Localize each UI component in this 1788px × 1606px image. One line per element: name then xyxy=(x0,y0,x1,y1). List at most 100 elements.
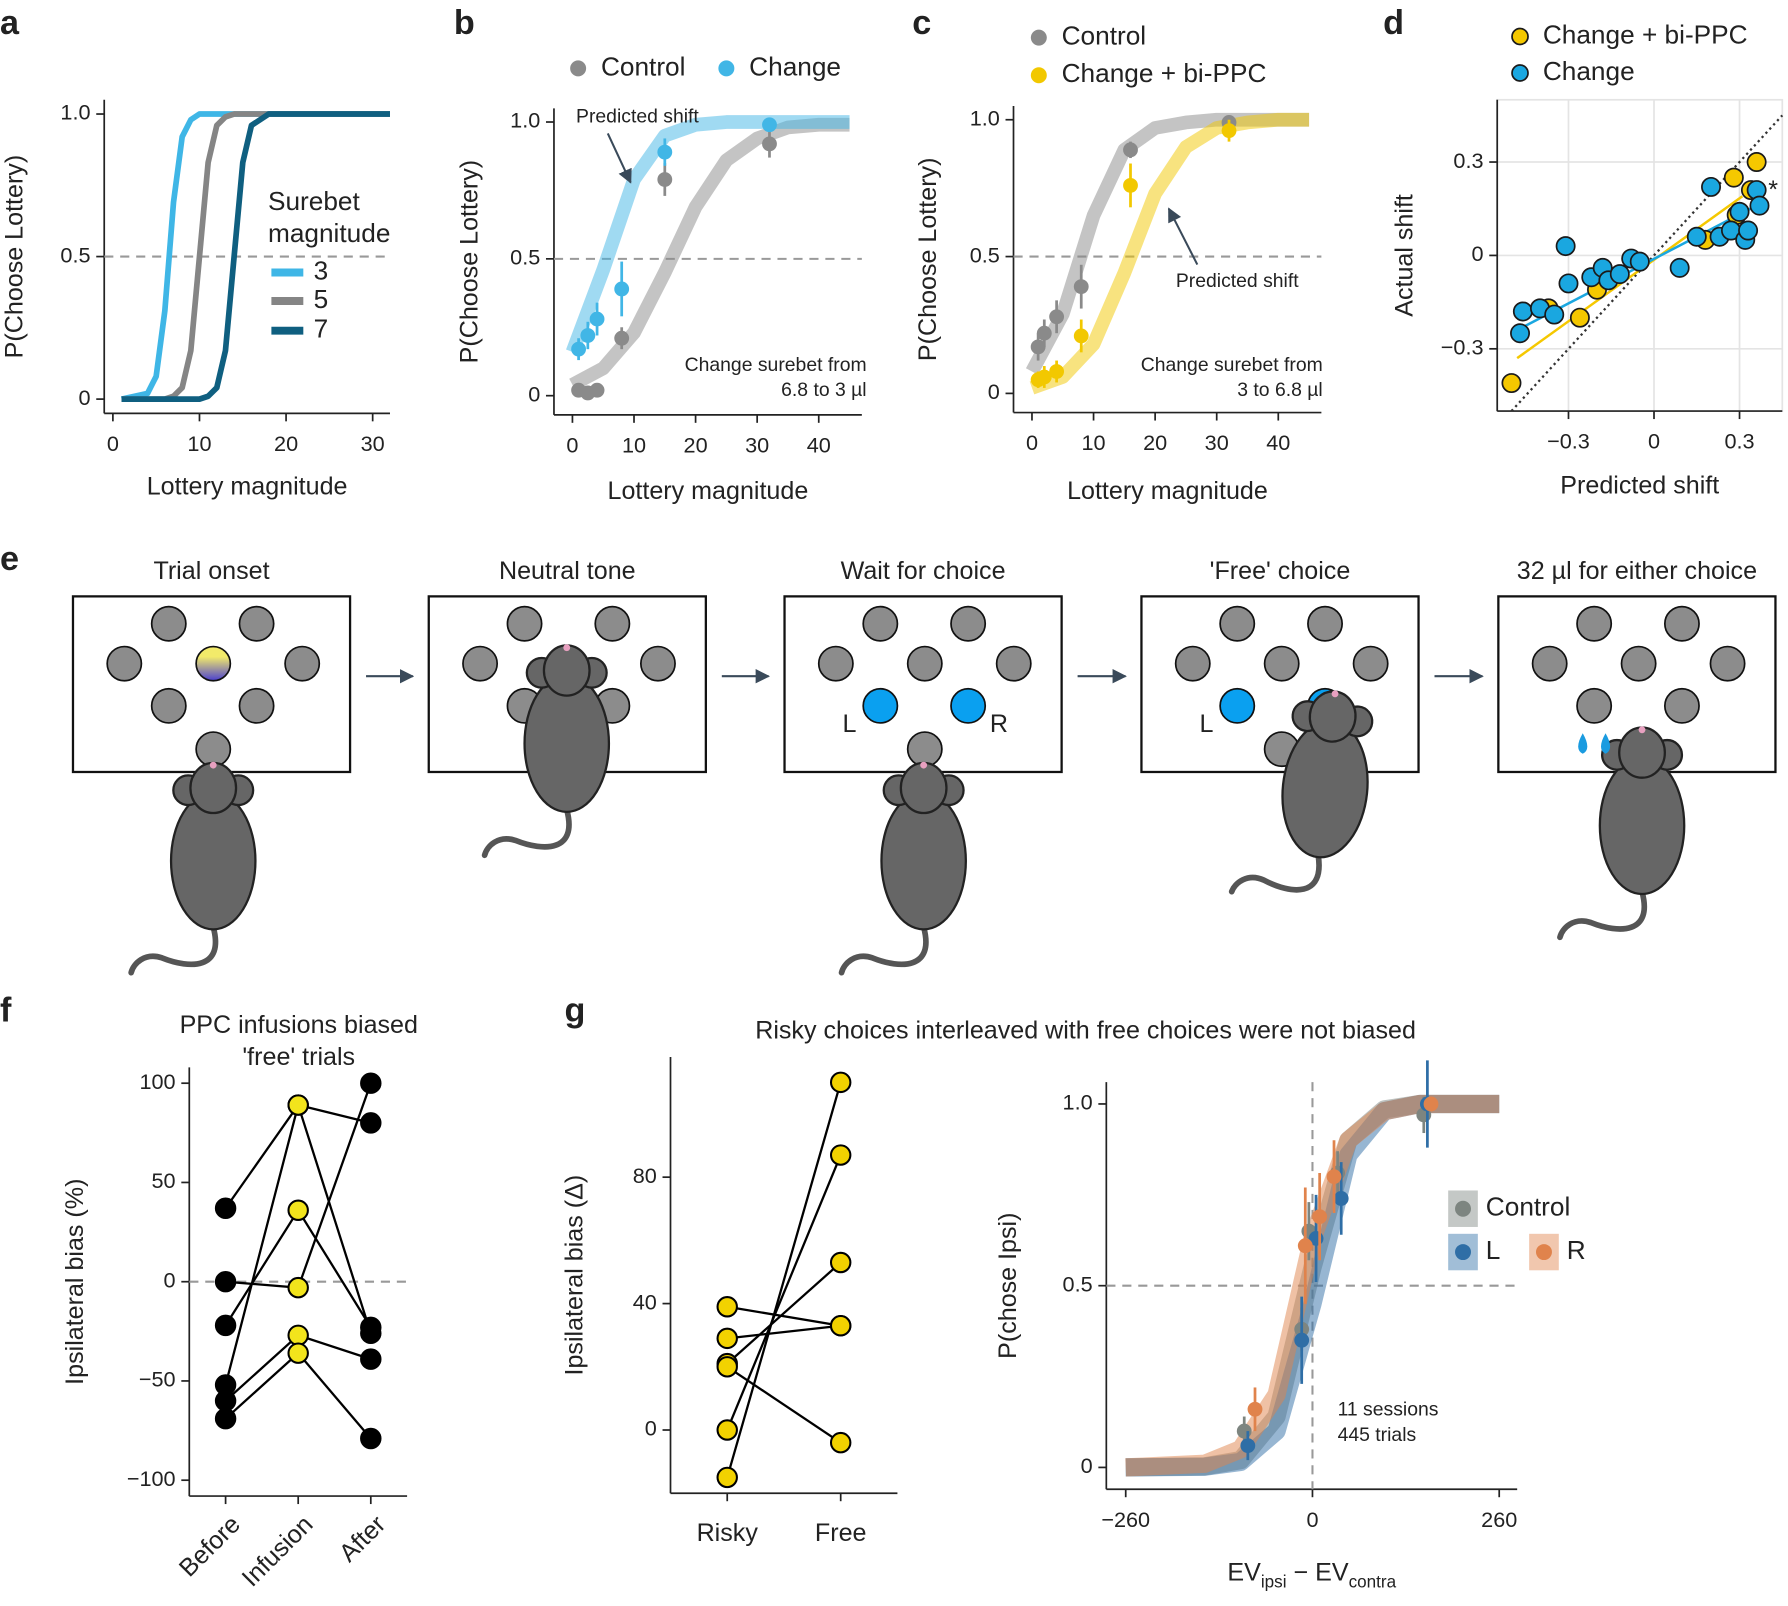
data-point xyxy=(1326,1169,1342,1185)
port xyxy=(195,731,232,768)
data-point xyxy=(580,328,596,343)
data-point xyxy=(716,1466,738,1489)
annotation-arrow xyxy=(606,132,632,184)
data-point xyxy=(1073,279,1089,295)
port xyxy=(1219,605,1256,642)
fit-line xyxy=(1516,195,1744,360)
y-tick-label: −100 xyxy=(127,1466,176,1491)
x-tick-label: 30 xyxy=(1205,430,1229,455)
mouse-nose xyxy=(563,644,571,652)
x-tick-label: 10 xyxy=(1082,430,1106,455)
mouse-tail xyxy=(481,806,572,859)
panel-label: g xyxy=(564,992,585,1030)
mouse-tail xyxy=(838,924,929,976)
data-point xyxy=(1423,1096,1439,1112)
x-axis-label-part: EV xyxy=(1227,1558,1261,1586)
legend-marker xyxy=(718,60,735,77)
x-tick-label: Risky xyxy=(697,1519,759,1547)
x-tick-label: 0 xyxy=(1026,430,1038,455)
data-point xyxy=(716,1296,738,1318)
legend-label: Control xyxy=(1486,1192,1571,1222)
data-point xyxy=(214,1270,237,1293)
data-point xyxy=(716,1327,738,1350)
y-tick-label: 100 xyxy=(139,1069,175,1094)
data-point xyxy=(716,1356,738,1378)
y-axis-label: P(Choose Lottery) xyxy=(914,158,942,362)
data-point xyxy=(360,1112,382,1134)
mouse xyxy=(128,761,257,976)
mouse-nose xyxy=(1638,726,1646,734)
y-tick-label: 0 xyxy=(528,381,540,406)
data-point xyxy=(829,1071,852,1094)
chart-title: Risky choices interleaved with free choi… xyxy=(755,1017,1416,1045)
series-line xyxy=(727,1305,841,1327)
data-point xyxy=(1049,309,1065,325)
port xyxy=(817,645,854,682)
data-point xyxy=(1738,220,1759,241)
annotation: 11 sessions xyxy=(1338,1399,1439,1421)
legend-label: Change + bi-PPC xyxy=(1062,58,1267,88)
panel-label: f xyxy=(0,992,12,1030)
step-title: Wait for choice xyxy=(841,557,1006,585)
data-point xyxy=(716,1419,738,1441)
y-tick-label: 0 xyxy=(645,1416,657,1441)
data-point xyxy=(1512,301,1533,322)
legend-label: 7 xyxy=(314,314,329,344)
data-point xyxy=(1746,152,1767,173)
y-tick-label: 0 xyxy=(988,379,1000,404)
data-point xyxy=(1036,369,1052,385)
x-tick-label: 0.3 xyxy=(1724,429,1754,454)
legend-label: Change + bi-PPC xyxy=(1543,19,1748,49)
mouse xyxy=(1228,690,1374,895)
x-tick-label: 40 xyxy=(1266,430,1290,455)
data-point xyxy=(1073,328,1089,344)
y-tick-label: 0 xyxy=(1471,241,1483,266)
step-title: 32 µl for either choice xyxy=(1517,557,1757,585)
annotation: Predicted shift xyxy=(1176,270,1299,292)
x-axis-label: EVipsi − EVcontra xyxy=(1227,1558,1396,1591)
port xyxy=(1620,645,1657,682)
port xyxy=(238,605,275,642)
legend-label: 5 xyxy=(314,284,329,314)
data-point xyxy=(1629,251,1650,272)
data-point xyxy=(657,144,673,160)
port xyxy=(639,645,676,682)
port xyxy=(1531,645,1568,682)
x-tick-label: 260 xyxy=(1481,1507,1517,1532)
data-point xyxy=(1333,1191,1349,1206)
port xyxy=(1263,645,1300,682)
y-tick-label: 0.3 xyxy=(1453,148,1483,173)
chart-title: PPC infusions biased xyxy=(180,1011,418,1039)
series-line xyxy=(224,1351,372,1440)
panel-label: e xyxy=(0,540,19,578)
x-tick-label: Free xyxy=(815,1519,867,1547)
x-tick-label: 0 xyxy=(107,431,119,456)
y-tick-label: 0.5 xyxy=(970,242,1000,267)
x-tick-label: 0 xyxy=(1306,1507,1318,1532)
legend-marker xyxy=(1511,27,1529,46)
y-tick-label: 1.0 xyxy=(510,108,540,133)
data-point xyxy=(1297,1238,1313,1254)
data-point xyxy=(1247,1401,1263,1417)
legend-label: 3 xyxy=(314,255,329,285)
mouse xyxy=(1557,726,1686,941)
y-tick-label: 1.0 xyxy=(1063,1090,1093,1115)
mouse xyxy=(838,761,967,976)
fit-curve xyxy=(1025,112,1310,375)
legend-label: Control xyxy=(1062,21,1147,51)
data-point xyxy=(589,382,605,398)
legend-marker xyxy=(570,60,587,77)
x-axis-label: Lottery magnitude xyxy=(1067,477,1268,505)
step-title: Neutral tone xyxy=(499,557,636,585)
x-axis-label: Lottery magnitude xyxy=(147,473,348,501)
port xyxy=(1663,687,1700,724)
data-point xyxy=(1729,201,1750,222)
series-line xyxy=(726,1261,842,1365)
legend-marker xyxy=(1535,1244,1552,1261)
y-tick-label: 0 xyxy=(78,385,90,410)
panel-label: a xyxy=(0,4,20,42)
port xyxy=(106,645,143,682)
y-tick-label: −0.3 xyxy=(1441,335,1484,360)
x-axis-label: Predicted shift xyxy=(1560,472,1719,500)
